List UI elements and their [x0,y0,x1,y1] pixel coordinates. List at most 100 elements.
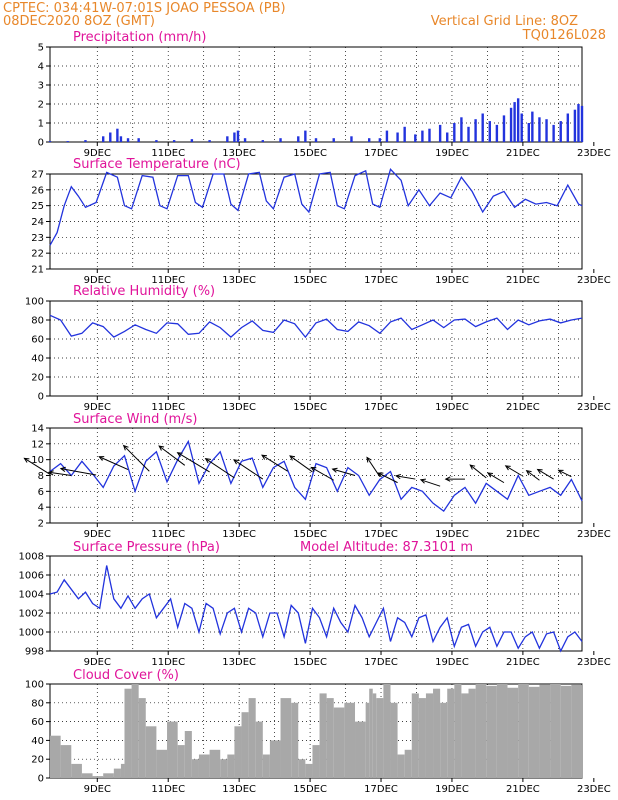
precip-bar [509,107,513,142]
y-tick-label: 100 [25,297,44,308]
x-tick-label: 23DEC [577,657,611,668]
precip-bar [243,138,247,142]
y-tick-label: 60 [31,717,44,728]
cloud-bar [390,702,398,778]
precip-bar [385,130,389,142]
y-tick-label: 25 [31,201,44,212]
cloud-bar [120,763,125,778]
cloud-bar [486,685,497,778]
cloud-bar [376,698,384,778]
cloud-bar [475,684,487,778]
wind-arrow [526,470,540,481]
wind-arrow [420,479,441,487]
x-tick-label: 21DEC [506,784,540,795]
precip-bar [428,128,431,142]
wind-arrow [469,464,487,479]
x-tick-label: 19DEC [435,784,469,795]
precip-bar [531,111,534,142]
precip-bar [261,140,264,142]
cloud-bar [305,763,313,778]
y-tick-label: 0 [38,138,44,149]
cloud-bar [582,684,583,778]
cloud-bar [145,726,157,778]
wind-arrow-head [486,472,493,478]
cloud-bar [71,763,82,778]
precip-bar [520,113,523,142]
y-tick-label: 21 [31,265,44,276]
wind-arrow [558,469,572,478]
cloud-bar [280,698,292,778]
x-tick-label: 9DEC [84,148,111,159]
precip-bar [102,136,105,142]
precipitation-panel: Precipitation (mm/h) 0 1 2 3 4 5 9DEC 11DEC 13DE… [38,30,611,159]
wind-arrow [505,465,522,476]
precip-bar [48,141,52,142]
y-tick-label: 1004 [19,590,44,601]
precip-bar [378,138,382,142]
x-tick-label: 11DEC [151,275,185,286]
model-altitude-annotation: Model Altitude: 87.3101 m [300,540,473,555]
precip-bar [495,124,499,142]
temperature-line [49,168,583,246]
precip-bar [233,132,236,142]
x-tick-label: 23DEC [577,148,611,159]
cloud-bar [319,693,327,778]
cloud-bar [209,749,221,778]
cloud-bar [262,754,270,778]
wind-arrow [123,445,150,472]
wind-arrow [487,472,505,484]
cloud-bar [156,749,168,778]
cloud-bar [113,768,121,778]
wind-arrow [158,445,186,466]
wind-arrow-head [469,464,476,470]
x-tick-label: 13DEC [222,784,256,795]
y-tick-label: 24 [31,217,44,228]
x-tick-label: 11DEC [151,402,185,413]
precip-bar [350,136,353,142]
x-tick-label: 17DEC [364,148,398,159]
precip-bar [488,121,491,142]
x-tick-label: 23DEC [577,402,611,413]
precip-bar [137,138,140,142]
x-tick-label: 15DEC [293,784,327,795]
precip-bar [172,140,176,142]
x-tick-label: 15DEC [293,148,327,159]
cloud-bar [191,759,199,778]
precip-bar [559,121,562,142]
y-tick-label: 20 [31,755,44,766]
y-tick-label: 0 [38,392,44,403]
cloud-bar [518,684,529,778]
x-tick-label: 17DEC [364,402,398,413]
cloud-bar [227,754,235,778]
pressure-frame [49,555,583,652]
cloud-cover-title: Cloud Cover (%) [73,668,179,683]
x-tick-label: 19DEC [435,148,469,159]
cloud-bar [298,759,306,778]
precip-bar [119,136,123,142]
x-tick-label: 17DEC [364,529,398,540]
wind-arrow [332,468,356,476]
x-tick-label: 15DEC [293,402,327,413]
cloud-bar [344,702,356,778]
x-tick-label: 17DEC [364,275,398,286]
x-tick-label: 9DEC [84,275,111,286]
y-tick-label: 0 [38,774,44,785]
cloud-bar [138,698,146,778]
wind-arrow-head [536,468,543,474]
y-tick-label: 1006 [19,571,44,582]
wind-arrow [233,459,264,480]
y-tick-label: 22 [31,249,44,260]
cloud-bar [124,688,132,778]
x-tick-label: 19DEC [435,275,469,286]
run-date: 08DEC2020 8OZ (GMT) [3,14,155,29]
wind-arrow-head [366,456,372,463]
precipitation-title: Precipitation (mm/h) [73,30,206,45]
wind-arrow-head [504,465,511,471]
cloud-cover-panel: Cloud Cover (%) 0 20 40 60 80 100 9DEC 11DEC 13D… [25,668,611,795]
precip-bar [226,136,229,142]
cloud-bar [355,721,366,778]
precip-bar [190,139,194,142]
precip-bar [453,123,456,142]
x-tick-label: 23DEC [577,784,611,795]
